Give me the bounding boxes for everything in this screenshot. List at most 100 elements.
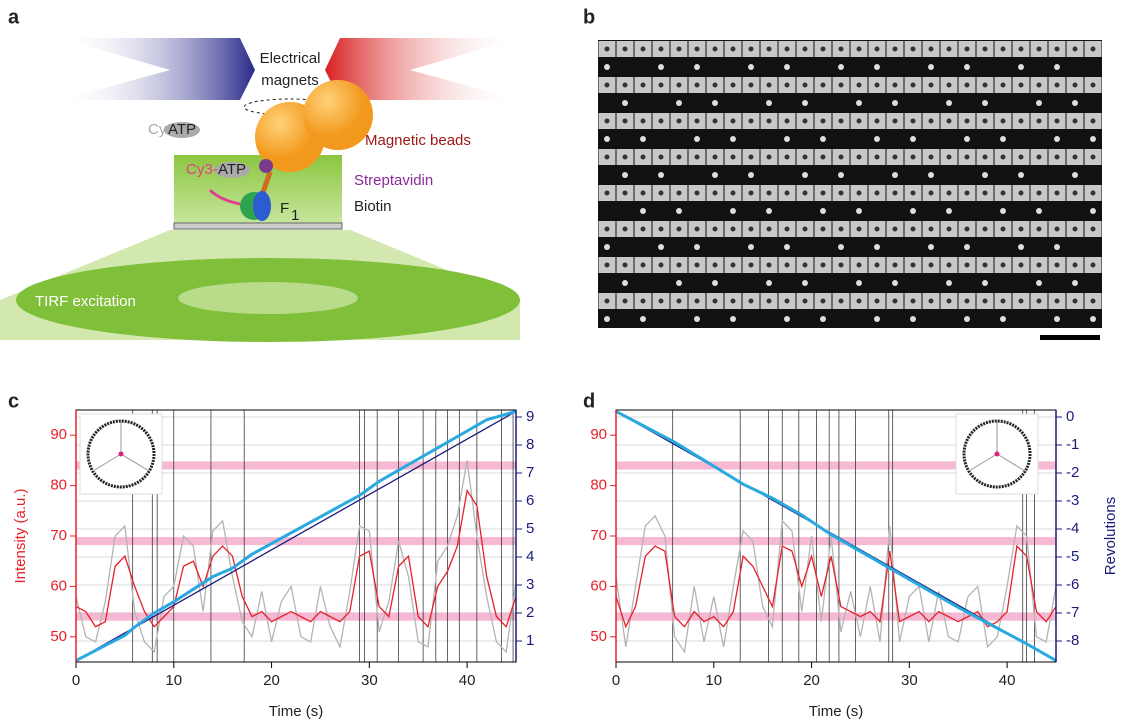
level-band [616, 537, 1056, 546]
spot [1090, 226, 1096, 232]
spot [622, 280, 628, 286]
spot [694, 118, 700, 124]
spot [640, 46, 646, 52]
spot [802, 190, 808, 196]
spot [1090, 298, 1096, 304]
spot [928, 82, 934, 88]
spot [928, 118, 934, 124]
label: F [280, 200, 289, 217]
spot [892, 172, 898, 178]
spot [712, 280, 718, 286]
spot [604, 154, 610, 160]
panel-label: a [8, 6, 20, 28]
spot [802, 172, 808, 178]
spot [1090, 208, 1096, 214]
spot [784, 82, 790, 88]
spot [730, 82, 736, 88]
x-tick-label: 30 [901, 672, 918, 689]
inset-spoke [968, 453, 998, 472]
spot [946, 280, 952, 286]
spot [748, 298, 754, 304]
spot [748, 172, 754, 178]
level-band [76, 537, 516, 546]
y2-tick-label: -6 [1066, 576, 1079, 593]
spot [1072, 100, 1078, 106]
label: Streptavidin [354, 172, 433, 189]
spot [856, 46, 862, 52]
spot [622, 172, 628, 178]
spot [946, 190, 952, 196]
spot [658, 64, 664, 70]
spot [910, 316, 916, 322]
spot [622, 298, 628, 304]
spot [928, 190, 934, 196]
spot [730, 226, 736, 232]
spot [640, 226, 646, 232]
spot [604, 46, 610, 52]
spot [730, 298, 736, 304]
spot [838, 226, 844, 232]
spot [640, 136, 646, 142]
bead [303, 80, 373, 150]
spot [874, 262, 880, 268]
spot [982, 46, 988, 52]
trace [75, 410, 517, 662]
spot [748, 154, 754, 160]
spot [748, 46, 754, 52]
spot [874, 244, 880, 250]
spot [1090, 46, 1096, 52]
spot [712, 118, 718, 124]
spot [748, 262, 754, 268]
y2-tick-label: -3 [1066, 492, 1079, 509]
spot [946, 226, 952, 232]
spot [856, 82, 862, 88]
label: Cy3- [148, 121, 180, 138]
spot [820, 298, 826, 304]
spot [622, 262, 628, 268]
spot [694, 226, 700, 232]
spot [1000, 136, 1006, 142]
spot [1072, 298, 1078, 304]
x-tick-label: 20 [803, 672, 820, 689]
label: magnets [261, 72, 319, 89]
spot [604, 316, 610, 322]
y-tick-label: 80 [590, 477, 607, 494]
spot [1054, 316, 1060, 322]
x-tick-label: 40 [999, 672, 1016, 689]
spot [892, 190, 898, 196]
spot [1018, 46, 1024, 52]
spot [712, 100, 718, 106]
spot [820, 226, 826, 232]
inset-spoke [92, 453, 122, 472]
y2-tick-label: 1 [526, 632, 534, 649]
spot [730, 118, 736, 124]
spot [1000, 208, 1006, 214]
spot [748, 64, 754, 70]
spot [640, 82, 646, 88]
spot [1054, 46, 1060, 52]
inset-ring [962, 419, 1032, 489]
spot [1054, 226, 1060, 232]
y-tick-label: 50 [590, 628, 607, 645]
spot [676, 154, 682, 160]
spot [1036, 208, 1042, 214]
spot [856, 118, 862, 124]
spot [748, 82, 754, 88]
spot [604, 118, 610, 124]
spot [964, 244, 970, 250]
spot [1036, 154, 1042, 160]
spot [946, 100, 952, 106]
spot [1054, 64, 1060, 70]
spot [622, 190, 628, 196]
x-tick-label: 0 [612, 672, 620, 689]
spot [178, 282, 358, 314]
spot [1054, 136, 1060, 142]
spot [1036, 280, 1042, 286]
spot [838, 46, 844, 52]
spot [982, 154, 988, 160]
spot [820, 118, 826, 124]
spot [1072, 226, 1078, 232]
streptavidin [259, 159, 273, 173]
spot [730, 154, 736, 160]
magnet [325, 38, 520, 100]
